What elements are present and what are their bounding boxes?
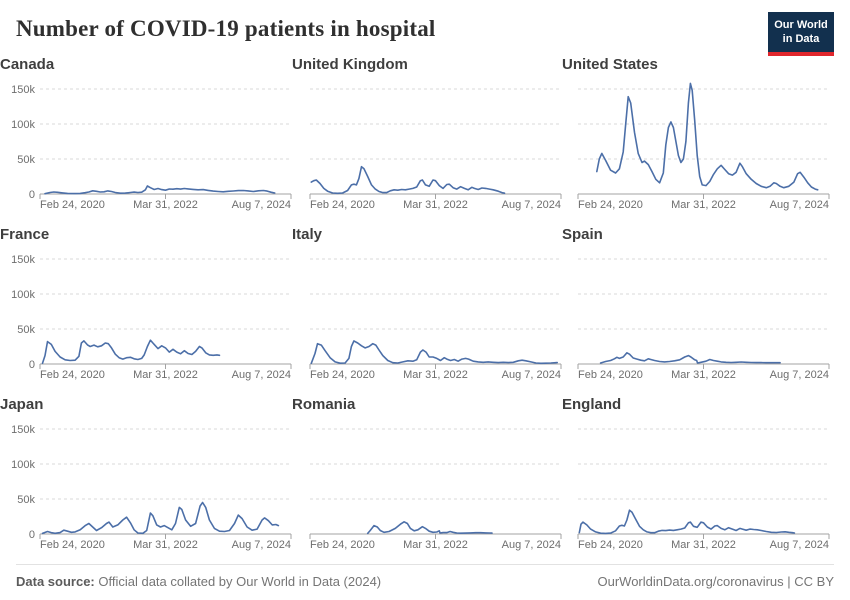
svg-text:Feb 24, 2020: Feb 24, 2020 — [578, 369, 643, 381]
line-chart-france: Feb 24, 2020 Mar 31, 2022 Aug 7, 2024 0 50k 1… — [11, 254, 292, 381]
svg-text:0: 0 — [29, 529, 35, 541]
footer-link[interactable]: OurWorldinData.org/coronavirus — [597, 574, 784, 589]
small-multiples-grid: Canada Feb 24, 2020 Mar 31, 2022 Aug 7, 20… — [0, 56, 830, 552]
panel-title: Spain — [562, 226, 603, 243]
line-chart-japan: Feb 24, 2020 Mar 31, 2022 Aug 7, 2024 0 50k 1… — [11, 424, 292, 551]
line-chart-romania: Feb 24, 2020 Mar 31, 2022 Aug 7, 2024 — [309, 428, 562, 551]
svg-text:Mar 31, 2022: Mar 31, 2022 — [403, 369, 468, 381]
chart-panel-united-states: United States Feb 24, 2020 Mar 31, 2022 Au… — [562, 56, 830, 212]
panel-title: England — [562, 396, 622, 413]
svg-text:Aug 7, 2024: Aug 7, 2024 — [502, 199, 561, 211]
svg-text:Feb 24, 2020: Feb 24, 2020 — [310, 539, 375, 551]
chart-panel-italy: Italy Feb 24, 2020 Mar 31, 2022 Aug 7, 202… — [292, 226, 562, 382]
panel-title: Romania — [292, 396, 356, 413]
svg-text:Mar 31, 2022: Mar 31, 2022 — [671, 539, 736, 551]
svg-text:100k: 100k — [11, 289, 35, 301]
footer-credit: OurWorldinData.org/coronavirus | CC BY — [597, 574, 834, 589]
line-chart-italy: Feb 24, 2020 Mar 31, 2022 Aug 7, 2024 — [309, 258, 562, 381]
svg-text:Mar 31, 2022: Mar 31, 2022 — [671, 369, 736, 381]
line-chart-england: Feb 24, 2020 Mar 31, 2022 Aug 7, 2024 — [577, 428, 830, 551]
svg-text:150k: 150k — [11, 424, 35, 436]
svg-text:Feb 24, 2020: Feb 24, 2020 — [40, 369, 105, 381]
chart-panel-canada: Canada Feb 24, 2020 Mar 31, 2022 Aug 7, 20… — [0, 56, 292, 212]
svg-text:Feb 24, 2020: Feb 24, 2020 — [310, 369, 375, 381]
svg-text:50k: 50k — [17, 494, 35, 506]
svg-text:Aug 7, 2024: Aug 7, 2024 — [770, 369, 829, 381]
panel-title: United Kingdom — [292, 56, 408, 73]
footer-license: | CC BY — [783, 574, 834, 589]
chart-panel-spain: Spain Feb 24, 2020 Mar 31, 2022 Aug 7, 202… — [562, 226, 830, 382]
svg-text:Mar 31, 2022: Mar 31, 2022 — [403, 199, 468, 211]
panel-title: France — [0, 226, 50, 243]
svg-text:Aug 7, 2024: Aug 7, 2024 — [232, 199, 291, 211]
chart-panel-japan: Japan Feb 24, 2020 Mar 31, 2022 Aug 7, 202… — [0, 396, 292, 552]
page-title: Number of COVID-19 patients in hospital — [16, 16, 436, 41]
svg-text:Feb 24, 2020: Feb 24, 2020 — [578, 199, 643, 211]
panel-title: Canada — [0, 56, 55, 73]
data-source: Data source: Official data collated by O… — [16, 574, 381, 589]
chart-panel-united-kingdom: United Kingdom Feb 24, 2020 Mar 31, 2022 A… — [292, 56, 562, 212]
svg-text:0: 0 — [29, 189, 35, 201]
svg-text:Feb 24, 2020: Feb 24, 2020 — [40, 199, 105, 211]
svg-text:Aug 7, 2024: Aug 7, 2024 — [232, 539, 291, 551]
svg-text:Aug 7, 2024: Aug 7, 2024 — [232, 369, 291, 381]
line-chart-united-states: Feb 24, 2020 Mar 31, 2022 Aug 7, 2024 — [577, 82, 830, 211]
svg-text:Aug 7, 2024: Aug 7, 2024 — [770, 199, 829, 211]
chart-panel-england: England Feb 24, 2020 Mar 31, 2022 Aug 7, 2… — [562, 396, 830, 552]
line-chart-canada: Feb 24, 2020 Mar 31, 2022 Aug 7, 2024 0 50k 1… — [11, 84, 292, 211]
owid-logo: Our World in Data — [768, 12, 834, 56]
panel-title: Japan — [0, 396, 44, 413]
panel-title: United States — [562, 56, 658, 73]
svg-text:150k: 150k — [11, 254, 35, 266]
svg-text:Feb 24, 2020: Feb 24, 2020 — [40, 539, 105, 551]
svg-text:Aug 7, 2024: Aug 7, 2024 — [502, 369, 561, 381]
owid-logo-line2: in Data — [782, 32, 820, 45]
svg-text:50k: 50k — [17, 154, 35, 166]
data-source-label: Data source: — [16, 574, 95, 589]
svg-text:Aug 7, 2024: Aug 7, 2024 — [770, 539, 829, 551]
svg-text:50k: 50k — [17, 324, 35, 336]
chart-panel-romania: Romania Feb 24, 2020 Mar 31, 2022 Aug 7, 2… — [292, 396, 562, 552]
panel-title: Italy — [292, 226, 323, 243]
svg-text:Mar 31, 2022: Mar 31, 2022 — [133, 369, 198, 381]
svg-text:Mar 31, 2022: Mar 31, 2022 — [671, 199, 736, 211]
svg-text:Mar 31, 2022: Mar 31, 2022 — [133, 539, 198, 551]
svg-text:100k: 100k — [11, 119, 35, 131]
svg-text:Feb 24, 2020: Feb 24, 2020 — [310, 199, 375, 211]
svg-text:150k: 150k — [11, 84, 35, 96]
svg-text:100k: 100k — [11, 459, 35, 471]
header: Number of COVID-19 patients in hospital … — [0, 0, 850, 56]
svg-text:0: 0 — [29, 359, 35, 371]
data-source-text: Official data collated by Our World in D… — [94, 574, 382, 589]
svg-text:Feb 24, 2020: Feb 24, 2020 — [578, 539, 643, 551]
svg-text:Mar 31, 2022: Mar 31, 2022 — [403, 539, 468, 551]
svg-text:Mar 31, 2022: Mar 31, 2022 — [133, 199, 198, 211]
line-chart-united-kingdom: Feb 24, 2020 Mar 31, 2022 Aug 7, 2024 — [309, 88, 562, 211]
chart-panel-france: France Feb 24, 2020 Mar 31, 2022 Aug 7, 20… — [0, 226, 292, 382]
svg-text:Aug 7, 2024: Aug 7, 2024 — [502, 539, 561, 551]
line-chart-spain: Feb 24, 2020 Mar 31, 2022 Aug 7, 2024 — [577, 258, 830, 381]
footer: Data source: Official data collated by O… — [16, 564, 834, 589]
owid-logo-line1: Our World — [774, 19, 828, 31]
